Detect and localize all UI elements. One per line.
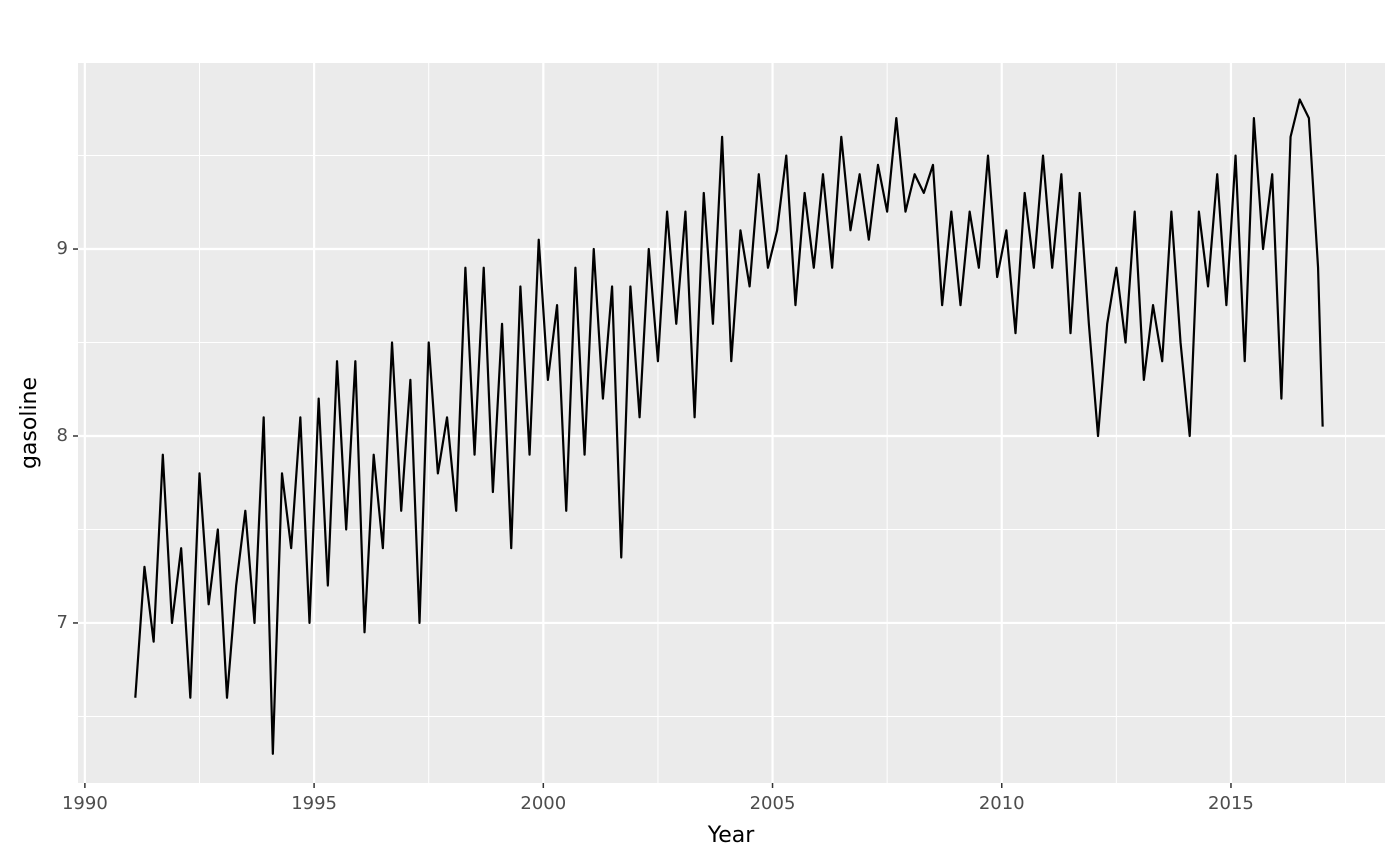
x-tick-label: 2010 <box>979 793 1025 814</box>
x-tick-label: 2000 <box>520 793 566 814</box>
x-tick-label: 1990 <box>62 793 108 814</box>
x-tick-label: 2005 <box>750 793 796 814</box>
y-tick-label: 7 <box>57 612 68 633</box>
line-series <box>134 98 1324 755</box>
y-tick-label: 8 <box>57 425 68 446</box>
y-axis-title: gasoline <box>17 377 42 469</box>
x-axis-title: Year <box>707 823 756 848</box>
x-tick-label: 1995 <box>291 793 337 814</box>
marks <box>134 98 1324 755</box>
grid <box>78 63 1385 783</box>
panel <box>78 63 1385 783</box>
x-tick-label: 2015 <box>1208 793 1254 814</box>
y-tick-label: 9 <box>57 238 68 259</box>
